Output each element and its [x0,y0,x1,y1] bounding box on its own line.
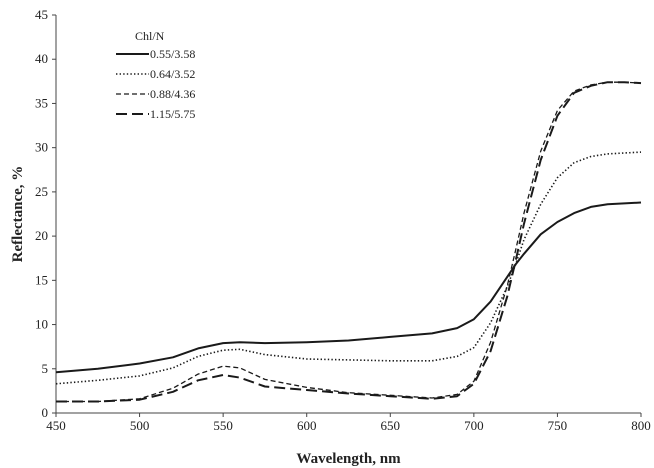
y-tick-label: 15 [35,272,48,287]
x-tick-label: 750 [548,418,568,433]
x-tick-label: 700 [464,418,484,433]
legend: Chl/N 0.55/3.58 0.64/3.52 0.88/4.36 1.15/5.… [116,29,195,121]
legend-title: Chl/N [135,29,165,43]
x-tick-label: 650 [381,418,401,433]
y-axis-title: Reflectance, % [10,166,26,263]
legend-label-4: 1.15/5.75 [150,107,195,121]
x-tick-label: 600 [297,418,317,433]
y-tick-label: 10 [35,317,48,332]
series-line-2 [55,151,642,385]
y-tick-label: 25 [35,184,48,199]
series-line-1 [55,201,642,374]
y-tick-label: 0 [42,405,49,420]
x-axis-title: Wavelength, nm [296,451,401,467]
y-tick-label: 30 [35,140,48,155]
legend-label-3: 0.88/4.36 [150,87,195,101]
axes [55,15,641,414]
y-tick-label: 40 [35,51,48,66]
axis-ticks: 450 500 550 600 650 700 750 800 0 5 10 15 20 25 30 35 40… [35,7,651,433]
y-tick-label: 20 [35,228,48,243]
legend-label-1: 0.55/3.58 [150,47,195,61]
y-tick-label: 5 [42,361,49,376]
series-line-3 [56,81,642,403]
x-tick-label: 500 [130,418,150,433]
x-tick-label: 450 [46,418,66,433]
series-layer [55,81,642,403]
x-tick-label: 800 [631,418,651,433]
y-tick-label: 45 [35,7,48,22]
series-line-4 [56,81,642,403]
y-tick-label: 35 [35,95,48,110]
legend-label-2: 0.64/3.52 [150,67,195,81]
x-tick-label: 550 [213,418,233,433]
